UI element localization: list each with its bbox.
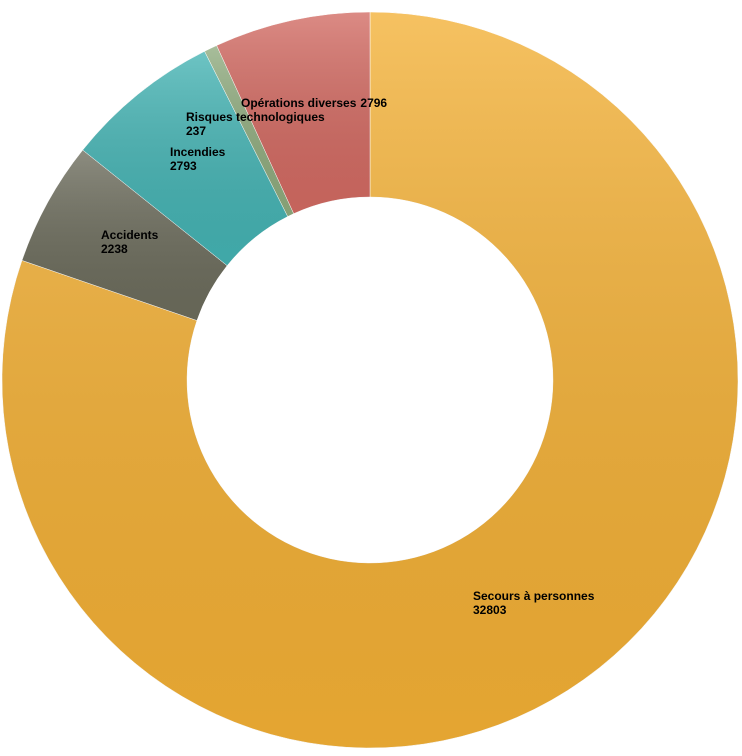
- label-name: Opérations diverses: [241, 96, 357, 110]
- label-value: 2238: [101, 242, 128, 256]
- data-label: Secours à personnes 32803: [473, 589, 595, 617]
- data-label: Incendies 2793: [170, 145, 226, 173]
- data-label: Opérations diverses 2796: [241, 96, 387, 110]
- data-label: Accidents 2238: [101, 228, 159, 256]
- label-value: 32803: [473, 603, 507, 617]
- label-value: 2796: [360, 96, 387, 110]
- label-name: Accidents: [101, 228, 159, 242]
- label-name: Incendies: [170, 145, 226, 159]
- label-name: Risques technologiques: [186, 110, 325, 124]
- label-name: Secours à personnes: [473, 589, 595, 603]
- label-value: 237: [186, 124, 206, 138]
- data-label: Risques technologiques 237: [186, 110, 325, 138]
- label-value: 2793: [170, 159, 197, 173]
